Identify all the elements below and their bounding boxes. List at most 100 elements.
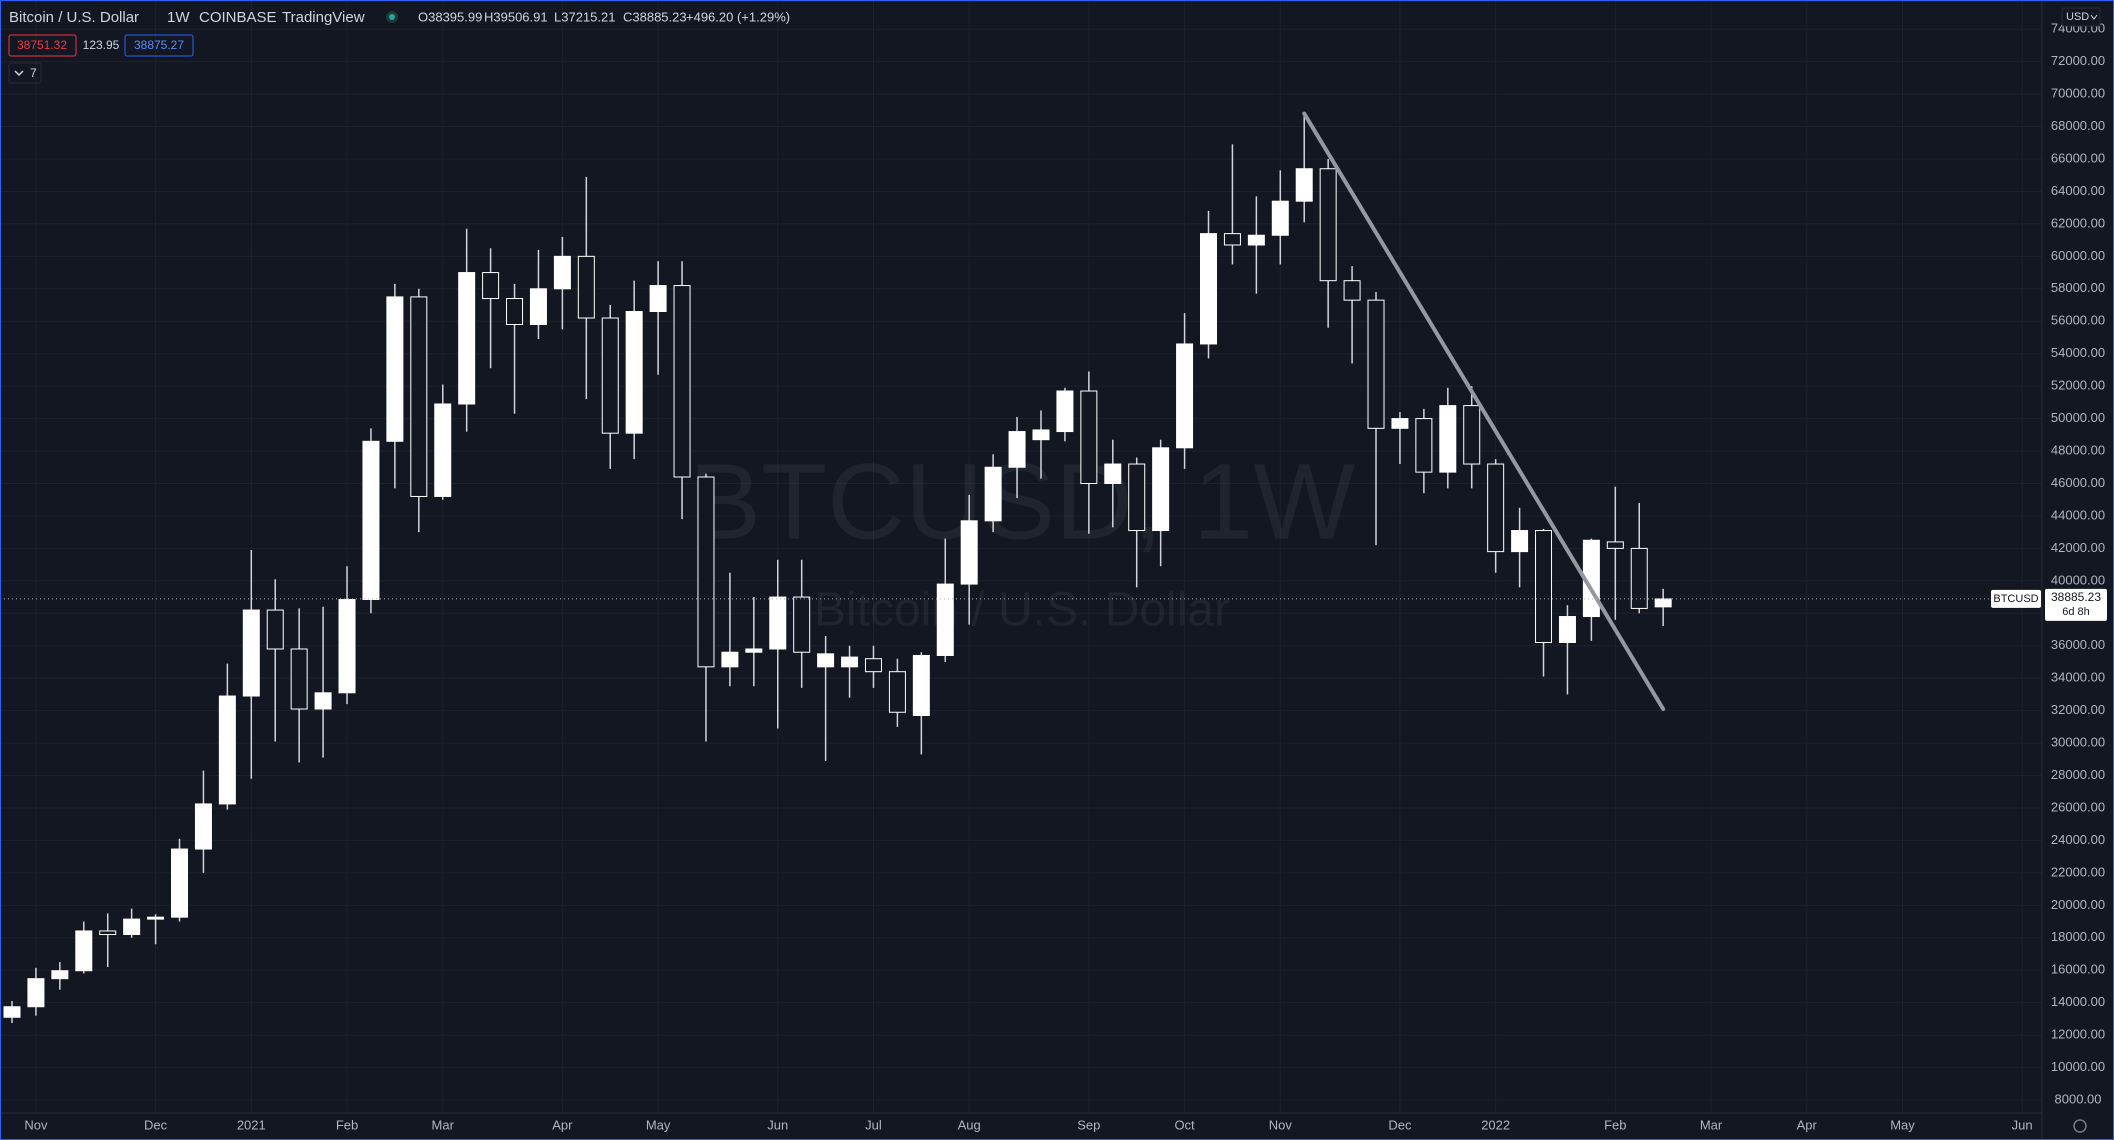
candle-body bbox=[1630, 547, 1648, 609]
y-tick-label: 36000.00 bbox=[2051, 637, 2105, 652]
candle-body bbox=[1558, 616, 1576, 643]
candle-body bbox=[697, 476, 715, 668]
y-tick-label: 50000.00 bbox=[2051, 410, 2105, 425]
y-tick-label: 46000.00 bbox=[2051, 475, 2105, 490]
y-tick-label: 34000.00 bbox=[2051, 670, 2105, 685]
y-tick-label: 70000.00 bbox=[2051, 86, 2105, 101]
candle-body bbox=[817, 653, 835, 668]
candle-body bbox=[745, 648, 763, 653]
candle-body bbox=[1511, 530, 1529, 553]
x-tick-label: Dec bbox=[1388, 1117, 1412, 1132]
trend-line bbox=[1302, 111, 1666, 712]
y-tick-label: 18000.00 bbox=[2051, 929, 2105, 944]
candle-body bbox=[1535, 530, 1553, 643]
currency-box[interactable] bbox=[2061, 7, 2101, 27]
candle-body bbox=[1391, 418, 1409, 429]
candle-body bbox=[51, 970, 69, 980]
candle-body bbox=[386, 296, 404, 442]
y-tick-label: 56000.00 bbox=[2051, 313, 2105, 328]
candle-body bbox=[1152, 447, 1170, 532]
candle-body bbox=[290, 648, 308, 710]
candle-body bbox=[1080, 390, 1098, 484]
watermark-subtitle: Bitcoin / U.S. Dollar bbox=[814, 584, 1230, 637]
candle-body bbox=[769, 596, 787, 650]
y-tick-label: 12000.00 bbox=[2051, 1027, 2105, 1042]
y-tick-label: 48000.00 bbox=[2051, 442, 2105, 457]
candle-body bbox=[577, 255, 595, 319]
candle-body bbox=[1367, 299, 1385, 429]
candle-body bbox=[1463, 405, 1481, 465]
caret-icon bbox=[2090, 14, 2098, 20]
status-dot bbox=[389, 14, 395, 20]
price-tag bbox=[2045, 588, 2107, 621]
symbol-tag bbox=[1991, 589, 2041, 608]
low-label: L37215.21 bbox=[554, 9, 615, 24]
bid: 38751.32 bbox=[17, 38, 67, 52]
candle-body bbox=[482, 272, 500, 300]
candle-body bbox=[1487, 463, 1505, 553]
y-tick-label: 42000.00 bbox=[2051, 540, 2105, 555]
price-tags: BTCUSD 38885.23 6d 8h bbox=[1991, 588, 2107, 621]
candle-body bbox=[242, 609, 260, 697]
candle-body bbox=[1247, 234, 1265, 246]
candle-body bbox=[1176, 343, 1194, 449]
ask: 38875.27 bbox=[134, 38, 184, 52]
bid-box[interactable] bbox=[8, 34, 77, 57]
ask-box[interactable] bbox=[124, 34, 194, 57]
candle-body bbox=[984, 466, 1002, 522]
y-tick-label: 28000.00 bbox=[2051, 767, 2105, 782]
x-tick-label: 2022 bbox=[1481, 1117, 1510, 1132]
x-tick-label: Feb bbox=[1604, 1117, 1626, 1132]
candle-body bbox=[601, 317, 619, 434]
y-tick-label: 8000.00 bbox=[2055, 1091, 2102, 1106]
y-tick-label: 54000.00 bbox=[2051, 345, 2105, 360]
y-tick-label: 32000.00 bbox=[2051, 702, 2105, 717]
candle-body bbox=[529, 288, 547, 325]
y-tick-label: 26000.00 bbox=[2051, 799, 2105, 814]
candle-body bbox=[649, 285, 667, 313]
candle-body bbox=[27, 978, 45, 1008]
candle-body bbox=[362, 440, 380, 600]
candle-body bbox=[171, 848, 189, 918]
x-tick-label: Apr bbox=[552, 1117, 573, 1132]
candle-body bbox=[960, 520, 978, 585]
candle-body bbox=[99, 930, 117, 936]
x-tick-label: Dec bbox=[144, 1117, 168, 1132]
x-tick-label: Nov bbox=[1269, 1117, 1293, 1132]
candle-body bbox=[338, 598, 356, 694]
chevron-icon bbox=[14, 70, 24, 77]
y-tick-label: 16000.00 bbox=[2051, 962, 2105, 977]
y-tick-label: 40000.00 bbox=[2051, 572, 2105, 587]
candle-body bbox=[673, 285, 691, 478]
candle-body bbox=[1319, 168, 1337, 282]
indicators-toggle[interactable] bbox=[8, 62, 42, 84]
candle-body bbox=[936, 583, 954, 656]
y-tick-label: 62000.00 bbox=[2051, 215, 2105, 230]
y-tick-label: 60000.00 bbox=[2051, 248, 2105, 263]
y-tick-label: 22000.00 bbox=[2051, 864, 2105, 879]
candle-body bbox=[147, 916, 165, 920]
candle-body bbox=[1104, 463, 1122, 484]
interval[interactable]: 1W bbox=[167, 9, 190, 26]
y-tick-label: 68000.00 bbox=[2051, 118, 2105, 133]
candle-body bbox=[1295, 168, 1313, 202]
y-tick-label: 14000.00 bbox=[2051, 994, 2105, 1009]
price-tag-label: 38885.23 bbox=[2051, 590, 2101, 604]
candle-body bbox=[553, 255, 571, 290]
y-tick-label: 24000.00 bbox=[2051, 832, 2105, 847]
candle-body bbox=[625, 311, 643, 434]
candle-body bbox=[841, 656, 859, 668]
x-tick-label: Oct bbox=[1174, 1117, 1195, 1132]
y-tick-label: 10000.00 bbox=[2051, 1059, 2105, 1074]
x-tick-label: May bbox=[646, 1117, 671, 1132]
close-label: C38885.23 bbox=[623, 9, 687, 24]
settings-icon[interactable] bbox=[2073, 1119, 2087, 1133]
candle-body bbox=[1415, 418, 1433, 473]
y-tick-label: 30000.00 bbox=[2051, 735, 2105, 750]
candle-body bbox=[1606, 541, 1624, 549]
x-tick-label: Nov bbox=[24, 1117, 48, 1132]
candle-body bbox=[1654, 598, 1672, 608]
exchange: COINBASE bbox=[199, 9, 277, 26]
